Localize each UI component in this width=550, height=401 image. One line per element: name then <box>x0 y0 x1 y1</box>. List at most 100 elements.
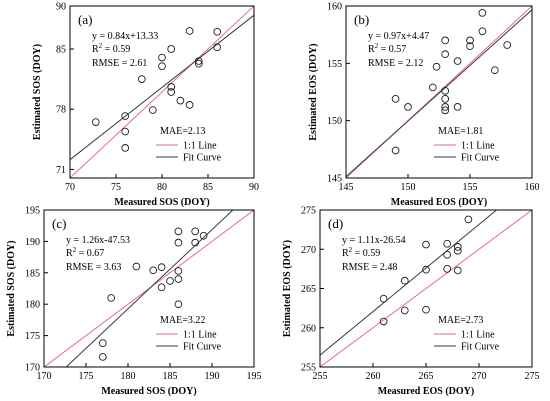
rmse-annotation: RMSE = 3.63 <box>66 262 121 273</box>
legend-label-one-to-one: 1:1 Line <box>461 330 495 341</box>
mae-annotation: MAE=3.22 <box>160 315 205 326</box>
data-point <box>379 317 388 326</box>
data-point <box>441 106 450 115</box>
data-point <box>404 103 412 111</box>
y-tick-label: 155 <box>327 59 342 70</box>
data-point <box>137 75 146 83</box>
x-tick-label: 270 <box>472 371 487 382</box>
data-point <box>213 43 222 52</box>
x-tick-label: 185 <box>163 371 178 382</box>
data-point <box>174 275 183 283</box>
x-tick-label: 265 <box>419 371 434 382</box>
data-point <box>443 265 452 273</box>
y-tick-label: 175 <box>25 331 40 342</box>
chart-panel-3: 170 175 180 185 190 195 170 175 180 185 190 195 Meas… <box>6 206 262 398</box>
data-point <box>194 57 203 65</box>
data-point <box>191 238 200 247</box>
data-point <box>503 41 512 49</box>
r-squared-annotation: R2 = 0.59 <box>342 246 380 259</box>
data-point <box>194 59 203 68</box>
data-point <box>167 88 176 96</box>
data-point <box>391 146 400 155</box>
y-tick-label: 180 <box>25 300 40 311</box>
data-point <box>441 50 450 59</box>
data-point <box>464 215 473 224</box>
rmse-annotation: RMSE = 2.48 <box>342 262 397 273</box>
one-to-one-line <box>320 210 532 367</box>
y-axis-title: Estimated EOS (DOY) <box>308 43 319 140</box>
data-point <box>158 62 166 71</box>
y-tick-label: 160 <box>327 2 342 13</box>
data-point <box>91 118 100 126</box>
data-point <box>441 95 450 103</box>
y-tick-label: 260 <box>301 323 316 334</box>
x-tick-label: 70 <box>65 182 75 193</box>
x-tick-label: 175 <box>79 371 94 382</box>
y-tick-label: 190 <box>25 237 40 248</box>
plot-frame <box>43 209 255 368</box>
x-axis-title: Measured EOS (DOY) <box>391 197 487 208</box>
x-axis-title: Measured SOS (DOY) <box>114 197 209 208</box>
x-tick-label: 195 <box>247 371 262 382</box>
fit-curve-line <box>70 14 254 161</box>
data-point <box>174 300 183 309</box>
y-axis-title: Estimated EOS (DOY) <box>282 240 293 337</box>
data-point <box>148 106 157 114</box>
y-tick-label: 195 <box>25 206 40 217</box>
rmse-annotation: RMSE = 2.12 <box>368 58 423 69</box>
data-point <box>453 266 462 275</box>
data-point <box>98 353 107 361</box>
data-point <box>157 263 166 271</box>
data-point <box>428 83 437 92</box>
data-point <box>174 227 183 236</box>
data-point <box>166 277 174 285</box>
legend-label-fit-curve: Fit Curve <box>461 153 500 164</box>
chart-panel-1: 70 75 80 85 90 71 78 85 90 Measured SOS (DOY) Esti… <box>32 2 259 209</box>
x-tick-label: 75 <box>111 182 121 193</box>
y-tick-label: 275 <box>301 206 316 217</box>
x-axis-title: Measured SOS (DOY) <box>101 386 196 397</box>
plot-frame <box>345 5 533 179</box>
data-point <box>441 103 450 111</box>
legend-label-one-to-one: 1:1 Line <box>461 141 495 152</box>
data-point <box>453 103 462 111</box>
data-point <box>191 227 200 236</box>
y-tick-label: 170 <box>25 363 40 374</box>
mae-annotation: MAE=2.13 <box>160 126 205 137</box>
chart-panel-4: 255 260 265 270 275 255 260 265 270 275 Measured E… <box>282 206 540 398</box>
data-point <box>213 27 222 36</box>
data-point <box>443 250 452 259</box>
data-point <box>149 266 158 275</box>
x-tick-label: 190 <box>205 371 220 382</box>
x-tick-label: 275 <box>525 371 540 382</box>
data-point <box>422 265 430 274</box>
panel-label: (c) <box>52 216 66 231</box>
one-to-one-line <box>70 6 254 178</box>
r-squared-annotation: R2 = 0.57 <box>368 42 406 55</box>
data-point <box>400 306 409 315</box>
equation-annotation: y = 1.11x-26.54 <box>342 235 406 246</box>
rmse-annotation: RMSE = 2.61 <box>92 58 147 69</box>
y-axis-title: Estimated SOS (DOY) <box>6 240 17 336</box>
x-tick-label: 160 <box>525 182 540 193</box>
data-point <box>174 267 183 275</box>
data-point <box>98 339 107 347</box>
data-point <box>158 53 166 62</box>
data-point <box>478 9 487 17</box>
data-point <box>391 95 400 103</box>
legend-label-one-to-one: 1:1 Line <box>183 330 217 341</box>
y-axis-title: Estimated SOS (DOY) <box>32 44 43 140</box>
data-point <box>432 62 441 71</box>
panel-label: (d) <box>328 216 343 231</box>
y-tick-label: 255 <box>301 363 316 374</box>
y-tick-label: 150 <box>327 116 342 127</box>
data-point <box>441 87 450 95</box>
data-point <box>121 112 130 120</box>
panel-label: (a) <box>78 12 92 27</box>
fit-curve-line <box>320 210 497 356</box>
equation-annotation: y = 0.97x+4.47 <box>368 31 429 42</box>
data-point <box>185 27 194 35</box>
x-axis-title: Measured EOS (DOY) <box>378 386 474 397</box>
data-point <box>422 240 430 249</box>
data-point <box>174 238 183 247</box>
